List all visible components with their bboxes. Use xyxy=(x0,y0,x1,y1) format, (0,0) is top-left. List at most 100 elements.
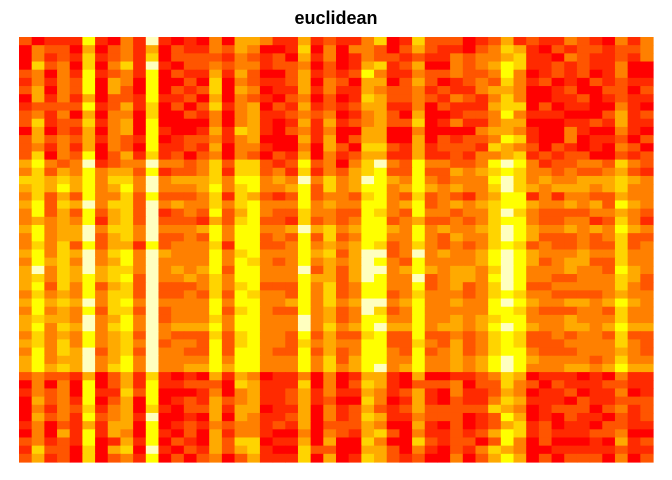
heatmap-cell xyxy=(513,184,527,193)
heatmap-cell xyxy=(259,208,274,218)
heatmap-cell xyxy=(640,110,654,120)
heatmap-cell xyxy=(399,224,413,234)
heatmap-cell xyxy=(57,249,71,259)
heatmap-cell xyxy=(551,347,565,357)
heatmap-cell xyxy=(19,69,33,79)
heatmap-cell xyxy=(272,77,286,87)
heatmap-cell xyxy=(564,69,578,79)
heatmap-cell xyxy=(614,192,629,202)
heatmap-cell xyxy=(526,61,540,71)
heatmap-cell xyxy=(614,437,629,447)
heatmap-cell xyxy=(564,331,578,340)
heatmap-cell xyxy=(259,429,274,439)
heatmap-cell xyxy=(576,339,591,349)
heatmap-cell xyxy=(475,380,489,390)
heatmap-cell xyxy=(348,380,362,390)
heatmap-cell xyxy=(158,429,172,439)
heatmap-cell xyxy=(158,290,172,300)
heatmap-cell xyxy=(513,282,527,291)
heatmap-cell xyxy=(297,175,312,185)
heatmap-cell xyxy=(475,323,489,332)
heatmap-cell xyxy=(462,298,477,308)
heatmap-cell xyxy=(145,290,160,300)
heatmap-cell xyxy=(412,404,426,414)
heatmap-cell xyxy=(450,257,464,267)
heatmap-cell xyxy=(361,396,375,406)
heatmap-cell xyxy=(564,437,578,447)
heatmap-cell xyxy=(95,396,109,406)
heatmap-cell xyxy=(285,37,299,46)
heatmap-cell xyxy=(120,306,134,316)
heatmap-cell xyxy=(323,265,337,275)
heatmap-cell xyxy=(450,445,464,455)
heatmap-cell xyxy=(462,396,477,406)
heatmap-cell xyxy=(120,135,134,144)
heatmap-cell xyxy=(272,437,286,447)
heatmap-cell xyxy=(450,192,464,202)
heatmap-cell xyxy=(120,437,134,447)
heatmap-cell xyxy=(513,363,527,373)
heatmap-cell xyxy=(247,404,261,414)
heatmap-cell xyxy=(361,102,375,112)
heatmap-cell xyxy=(614,241,629,251)
heatmap-cell xyxy=(44,208,58,218)
heatmap-cell xyxy=(323,437,337,447)
heatmap-cell xyxy=(183,372,198,381)
heatmap-cell xyxy=(640,94,654,103)
heatmap-cell xyxy=(69,290,83,300)
heatmap-cell xyxy=(374,323,388,332)
heatmap-cell xyxy=(488,77,502,87)
heatmap-cell xyxy=(31,404,45,414)
heatmap-cell xyxy=(272,265,286,275)
heatmap-cell xyxy=(424,192,439,202)
heatmap-cell xyxy=(183,159,198,169)
heatmap-cell xyxy=(19,135,33,144)
heatmap-cell xyxy=(348,167,362,177)
heatmap-cell xyxy=(551,355,565,365)
heatmap-cell xyxy=(82,282,96,291)
heatmap-cell xyxy=(107,412,122,422)
heatmap-cell xyxy=(297,453,312,463)
heatmap-cell xyxy=(31,118,45,128)
heatmap-cell xyxy=(323,257,337,267)
heatmap-cell xyxy=(437,323,451,332)
heatmap-cell xyxy=(450,290,464,300)
heatmap-cell xyxy=(361,208,375,218)
heatmap-cell xyxy=(551,429,565,439)
heatmap-cell xyxy=(564,412,578,422)
heatmap-cell xyxy=(133,159,147,169)
heatmap-cell xyxy=(323,306,337,316)
heatmap-cell xyxy=(145,241,160,251)
heatmap-cell xyxy=(196,339,210,349)
heatmap-cell xyxy=(640,445,654,455)
heatmap-cell xyxy=(259,86,274,95)
heatmap-cell xyxy=(589,216,603,226)
heatmap-cell xyxy=(412,282,426,291)
heatmap-cell xyxy=(602,412,616,422)
heatmap-cell xyxy=(69,216,83,226)
heatmap-cell xyxy=(336,77,350,87)
heatmap-cell xyxy=(386,77,400,87)
heatmap-cell xyxy=(31,94,45,103)
heatmap-cell xyxy=(247,331,261,340)
heatmap-cell xyxy=(259,69,274,79)
heatmap-cell xyxy=(526,192,540,202)
heatmap-cell xyxy=(69,224,83,234)
heatmap-cell xyxy=(221,282,236,291)
heatmap-cell xyxy=(221,306,236,316)
heatmap-cell xyxy=(500,388,515,398)
heatmap-cell xyxy=(399,94,413,103)
heatmap-cell xyxy=(120,298,134,308)
heatmap-cell xyxy=(627,159,641,169)
heatmap-cell xyxy=(297,159,312,169)
heatmap-cell xyxy=(386,110,400,120)
heatmap-cell xyxy=(145,77,160,87)
heatmap-cell xyxy=(513,143,527,153)
heatmap-cell xyxy=(526,102,540,112)
heatmap-cell xyxy=(19,241,33,251)
heatmap-cell xyxy=(247,355,261,365)
heatmap-cell xyxy=(310,37,324,46)
heatmap-cell xyxy=(221,314,236,324)
heatmap-cell xyxy=(95,323,109,332)
heatmap-cell xyxy=(386,306,400,316)
